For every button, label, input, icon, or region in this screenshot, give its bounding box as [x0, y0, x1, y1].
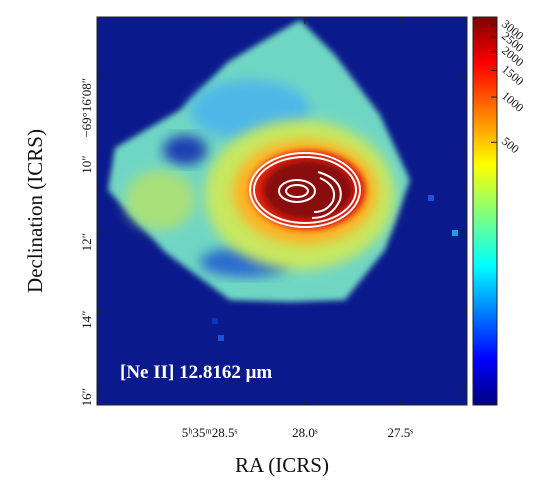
y-tick-label: −69°16′08″: [79, 78, 94, 138]
contours: [249, 152, 361, 228]
colorbar-tick-label: 500: [499, 134, 522, 156]
x-tick-label: 27.5ˢ: [387, 425, 413, 440]
y-tick-label: 14″: [79, 310, 94, 328]
contour: [278, 179, 316, 203]
colorbar-tick-label: 1500: [499, 62, 526, 88]
emission-feature: [163, 135, 207, 165]
stray-pixel: [452, 230, 458, 236]
emission-feature: [125, 170, 195, 230]
y-tick-label: 10″: [79, 155, 94, 173]
y-tick-label: 16″: [79, 388, 94, 406]
x-tick-label: 5ʰ35ᵐ28.5ˢ: [182, 425, 238, 440]
contour: [249, 152, 361, 228]
axes-frame: [96, 16, 468, 406]
contour: [253, 156, 357, 224]
contour: [285, 184, 309, 198]
annotation: [Ne II] 12.8162 μm: [120, 362, 272, 383]
x-axis-label: RA (ICRS): [235, 453, 329, 477]
y-axis-label: Declination (ICRS): [23, 129, 47, 293]
y-tick-label: 12″: [79, 233, 94, 251]
map: [97, 17, 467, 405]
stray-pixel: [428, 195, 434, 201]
colorbar-tick-label: 1000: [499, 89, 526, 115]
colorbar: [472, 16, 498, 406]
stray-pixel: [212, 318, 218, 324]
x-tick-label: 28.0ˢ: [292, 425, 318, 440]
contour: [311, 171, 342, 219]
stray-pixel: [218, 335, 224, 341]
contour: [313, 177, 336, 213]
